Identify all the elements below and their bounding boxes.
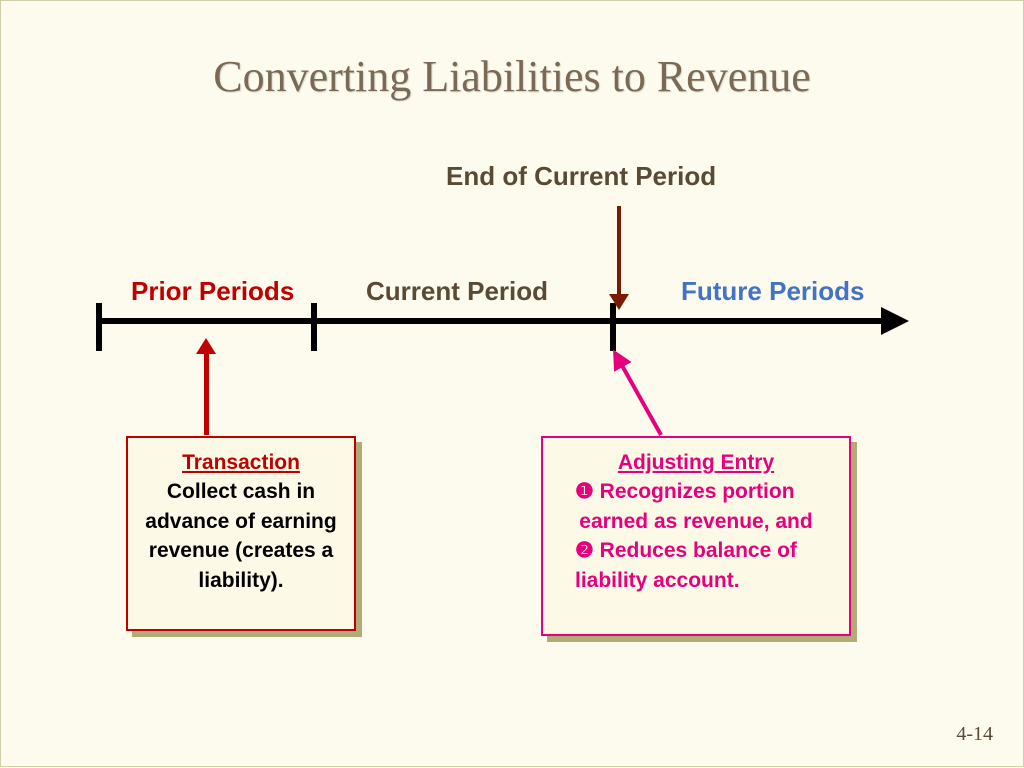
transaction-box: Transaction Collect cash in advance of e…	[126, 436, 356, 631]
end-period-arrow-head	[609, 294, 629, 310]
end-period-label: End of Current Period	[446, 161, 716, 192]
timeline-arrowhead	[881, 307, 909, 335]
end-period-arrow-line	[617, 206, 621, 296]
adjusting-box-line2-text: Reduces balance of liability account.	[575, 539, 797, 591]
bullet-2-icon: ❷	[575, 539, 594, 562]
adjusting-arrow	[1, 1, 1024, 768]
adjusting-box-line1: ❶ Recognizes portion	[557, 477, 835, 506]
future-periods-label: Future Periods	[681, 276, 864, 307]
bullet-1-icon: ❶	[575, 480, 594, 503]
adjusting-box-line2: ❷ Reduces balance of liability account.	[557, 536, 835, 595]
adjusting-box-title: Adjusting Entry	[557, 448, 835, 477]
timeline-tick-3	[610, 303, 616, 351]
slide-title: Converting Liabilities to Revenue	[1, 51, 1023, 102]
current-period-label: Current Period	[366, 276, 548, 307]
transaction-box-body: Collect cash in advance of earning reven…	[136, 477, 346, 595]
timeline-line	[96, 318, 886, 324]
timeline-tick-1	[96, 303, 102, 351]
transaction-box-title: Transaction	[136, 448, 346, 477]
adjusting-box-line1a: Recognizes portion	[600, 480, 795, 503]
transaction-arrow-line	[204, 353, 209, 435]
adjusting-box: Adjusting Entry ❶ Recognizes portion ear…	[541, 436, 851, 636]
page-number: 4-14	[956, 723, 993, 746]
adjusting-box-line1b: earned as revenue, and	[557, 507, 835, 536]
transaction-arrow-head	[196, 338, 216, 354]
prior-periods-label: Prior Periods	[131, 276, 294, 307]
timeline-tick-2	[311, 303, 317, 351]
